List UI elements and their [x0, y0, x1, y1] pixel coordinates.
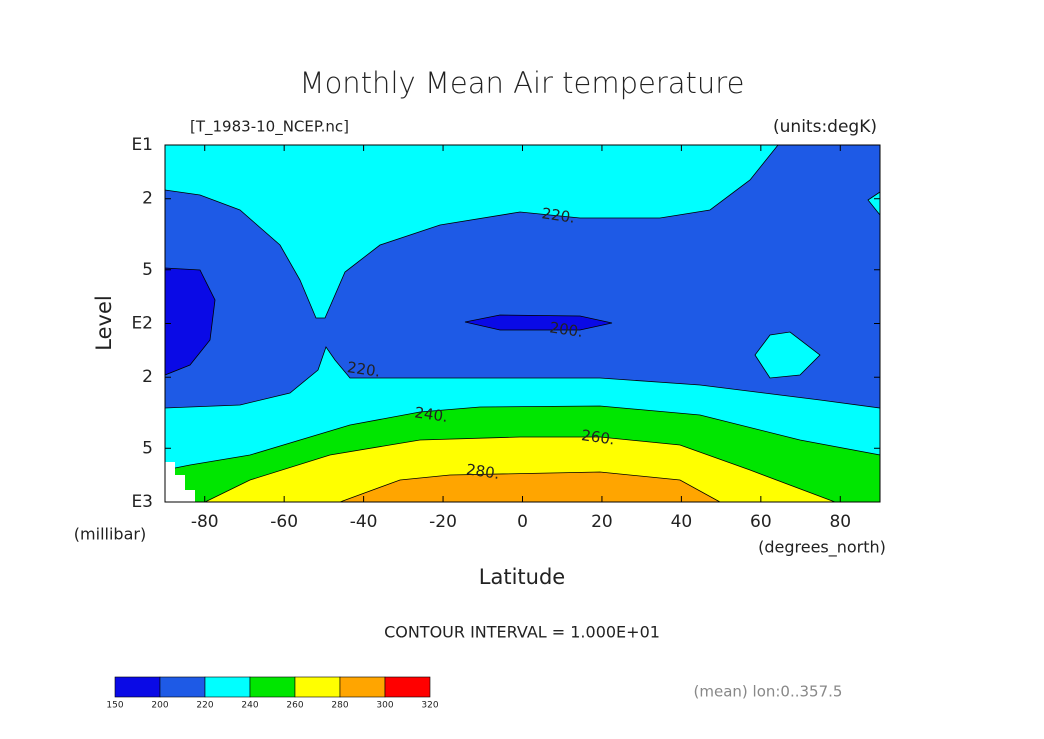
contour-interval: CONTOUR INTERVAL = 1.000E+01 — [384, 623, 660, 642]
y-tick-label: 5 — [142, 260, 153, 280]
colorbar-box — [249, 676, 296, 698]
x-tick-label: -80 — [191, 512, 219, 532]
colorbar-label: 320 — [421, 701, 438, 711]
contour-label: 240. — [413, 403, 449, 425]
y-tick-label: 2 — [142, 189, 153, 209]
x-tick-label: 80 — [829, 512, 851, 532]
file-label: [T_1983-10_NCEP.nc] — [190, 118, 349, 137]
x-tick-label: 0 — [517, 512, 528, 532]
y-tick-label: 5 — [142, 438, 153, 458]
contour-label: 280. — [465, 460, 501, 482]
x-tick-label: -20 — [429, 512, 457, 532]
x-tick-label: 40 — [671, 512, 693, 532]
y-tick-label: E2 — [131, 314, 153, 334]
colorbar-label: 280 — [331, 701, 348, 711]
colorbar-box — [294, 676, 341, 698]
colorbar-box — [384, 676, 431, 698]
contour-label: 220. — [541, 204, 577, 226]
x-tick-label: 60 — [750, 512, 772, 532]
colorbar-label: 200 — [151, 701, 168, 711]
y-tick-label: 2 — [142, 367, 153, 387]
colorbar-box — [204, 676, 251, 698]
y-tick-label: E3 — [131, 492, 153, 512]
footer: (mean) lon:0..357.5 — [694, 683, 843, 701]
x-tick-label: -40 — [350, 512, 378, 532]
x-tick-label: 20 — [591, 512, 613, 532]
colorbar-box — [114, 676, 161, 698]
x-unit-label: (degrees_north) — [758, 538, 886, 558]
contour-band — [464, 314, 613, 331]
x-tick-label: -60 — [270, 512, 298, 532]
contour-band — [754, 331, 821, 379]
missing-area — [165, 462, 195, 502]
contour-label: 200. — [548, 318, 584, 340]
colorbar-label: 220 — [196, 701, 213, 711]
colorbar-box — [159, 676, 206, 698]
contour-label: 220. — [346, 358, 382, 380]
colorbar-label: 150 — [106, 701, 123, 711]
x-axis-label: Latitude — [479, 565, 565, 589]
contour-label: 260. — [580, 426, 616, 448]
colorbar-label: 260 — [286, 701, 303, 711]
colorbar-label: 300 — [376, 701, 393, 711]
y-unit-label: (millibar) — [74, 525, 146, 544]
colorbar-label: 240 — [241, 701, 258, 711]
y-tick-label: E1 — [131, 135, 153, 155]
y-axis-label: Level — [92, 295, 116, 350]
colorbar-box — [339, 676, 386, 698]
chart-title: Monthly Mean Air temperature — [300, 66, 745, 100]
units-label: (units:degK) — [773, 117, 877, 137]
